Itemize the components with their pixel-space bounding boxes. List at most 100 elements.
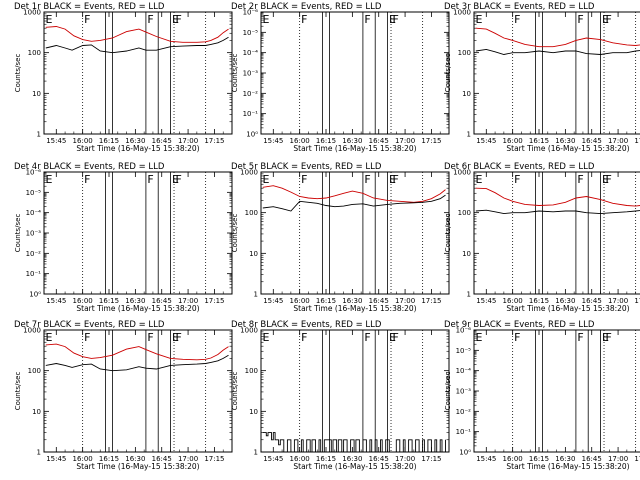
y-tick-label: 1000 xyxy=(240,169,258,177)
y-tick-label: 10⁻³ xyxy=(456,388,472,396)
chart-panel-det2r: Det 2r BLACK = Events, RED = LLD Counts/s… xyxy=(231,2,450,153)
x-tick-label: 17:00 xyxy=(608,297,628,305)
y-tick-label: 100 xyxy=(28,367,41,375)
plot-frame xyxy=(473,171,640,295)
x-tick-label: 16:45 xyxy=(152,137,172,145)
y-axis-label: Counts/sec xyxy=(444,372,452,411)
event-marker-label: E xyxy=(263,13,270,26)
events-series-line xyxy=(262,432,446,453)
x-tick-label: 16:15 xyxy=(529,455,549,463)
y-axis-label: Counts/sec xyxy=(14,372,22,411)
y-tick-label: 100 xyxy=(458,209,471,217)
x-tick-label: 15:45 xyxy=(46,455,66,463)
x-tick-label: 16:15 xyxy=(99,297,119,305)
event-marker-label: F xyxy=(301,331,307,344)
event-marker-label: F xyxy=(176,331,182,344)
x-tick-label: 16:30 xyxy=(342,455,362,463)
event-marker-label: F xyxy=(577,13,583,26)
x-tick-label: 16:15 xyxy=(316,455,336,463)
plot-frame xyxy=(43,329,233,453)
x-tick-label: 17:15 xyxy=(421,297,441,305)
x-tick-label: 17:00 xyxy=(395,455,415,463)
chart-title: Det 1r BLACK = Events, RED = LLD xyxy=(14,2,165,12)
y-tick-label: 1000 xyxy=(23,327,41,335)
lld-series-line xyxy=(45,343,229,361)
y-tick-label: 1000 xyxy=(453,169,471,177)
events-series-line xyxy=(475,48,640,55)
x-axis-label: Start Time (16-May-15 15:38:20) xyxy=(506,304,629,313)
chart-panel-det6r: Det 6r BLACK = Events, RED = LLD Counts/s… xyxy=(444,162,640,313)
x-tick-label: 16:15 xyxy=(529,297,549,305)
event-marker-label: F xyxy=(147,173,153,186)
event-marker-label: E xyxy=(172,13,179,26)
y-axis-label: Counts/sec xyxy=(444,214,452,253)
chart-panel-det8r: Det 8r BLACK = Events, RED = LLD Counts/s… xyxy=(231,320,450,471)
event-marker-label: F xyxy=(84,173,90,186)
event-marker-label: E xyxy=(263,173,270,186)
x-tick-label: 16:15 xyxy=(316,137,336,145)
lld-series-line xyxy=(262,185,446,203)
lld-series-line xyxy=(475,187,640,207)
x-tick-label: 17:00 xyxy=(178,297,198,305)
x-axis-label: Start Time (16-May-15 15:38:20) xyxy=(76,304,199,313)
y-tick-label: 100 xyxy=(245,209,258,217)
events-series-line xyxy=(475,209,640,215)
x-tick-label: 16:00 xyxy=(290,455,310,463)
event-marker-label: F xyxy=(176,173,182,186)
event-marker-label: F xyxy=(514,173,520,186)
event-marker-label: F xyxy=(84,13,90,26)
y-axis-label: Counts/sec xyxy=(444,54,452,93)
x-tick-label: 16:30 xyxy=(342,297,362,305)
event-marker-label: F xyxy=(301,13,307,26)
x-tick-label: 17:00 xyxy=(178,137,198,145)
x-tick-label: 15:45 xyxy=(46,297,66,305)
y-axis-label: Counts/sec xyxy=(231,214,239,253)
chart-title: Det 5r BLACK = Events, RED = LLD xyxy=(231,162,382,172)
x-tick-label: 16:45 xyxy=(369,455,389,463)
x-tick-label: 15:45 xyxy=(476,297,496,305)
event-marker-label: F xyxy=(147,331,153,344)
event-marker-label: F xyxy=(176,13,182,26)
y-tick-label: 10⁻² xyxy=(456,408,472,416)
x-tick-label: 16:30 xyxy=(125,297,145,305)
x-axis-label: Start Time (16-May-15 15:38:20) xyxy=(506,462,629,471)
event-marker-label: E xyxy=(172,173,179,186)
x-tick-label: 16:00 xyxy=(73,137,93,145)
y-tick-label: 10⁻⁶ xyxy=(26,169,42,177)
x-tick-label: 16:45 xyxy=(152,297,172,305)
event-marker-label: F xyxy=(606,331,612,344)
chart-title: Det 6r BLACK = Events, RED = LLD xyxy=(444,162,595,172)
y-tick-label: 10⁻⁴ xyxy=(243,49,259,57)
x-tick-label: 15:45 xyxy=(263,297,283,305)
chart-panel-det5r: Det 5r BLACK = Events, RED = LLD Counts/s… xyxy=(231,162,450,313)
event-marker-label: F xyxy=(393,331,399,344)
x-tick-label: 16:00 xyxy=(503,297,523,305)
event-marker-label: E xyxy=(46,13,53,26)
event-marker-label: E xyxy=(389,331,396,344)
event-marker-label: E xyxy=(476,173,483,186)
chart-title: Det 9r BLACK = Events, RED = LLD xyxy=(444,320,595,330)
y-tick-label: 10 xyxy=(249,408,258,416)
y-tick-label: 10 xyxy=(249,250,258,258)
plot-frame xyxy=(43,11,233,135)
plot-frame xyxy=(260,11,450,135)
y-tick-label: 10⁻² xyxy=(26,250,42,258)
y-tick-label: 1 xyxy=(254,449,258,457)
x-tick-label: 16:45 xyxy=(369,297,389,305)
event-marker-label: E xyxy=(389,173,396,186)
y-tick-label: 10⁻⁵ xyxy=(26,189,42,197)
x-axis-label: Start Time (16-May-15 15:38:20) xyxy=(293,462,416,471)
event-marker-label: E xyxy=(476,331,483,344)
x-axis-label: Start Time (16-May-15 15:38:20) xyxy=(76,462,199,471)
y-tick-label: 10⁰ xyxy=(246,131,258,139)
x-tick-label: 17:15 xyxy=(204,137,224,145)
y-tick-label: 10⁻⁴ xyxy=(456,367,472,375)
y-tick-label: 10⁰ xyxy=(29,291,41,299)
x-tick-label: 16:30 xyxy=(125,455,145,463)
x-tick-label: 15:45 xyxy=(46,137,66,145)
y-tick-label: 10⁻¹ xyxy=(456,428,472,436)
chart-panel-det7r: Det 7r BLACK = Events, RED = LLD Counts/s… xyxy=(14,320,233,471)
y-tick-label: 10⁰ xyxy=(459,449,471,457)
event-marker-label: F xyxy=(514,331,520,344)
